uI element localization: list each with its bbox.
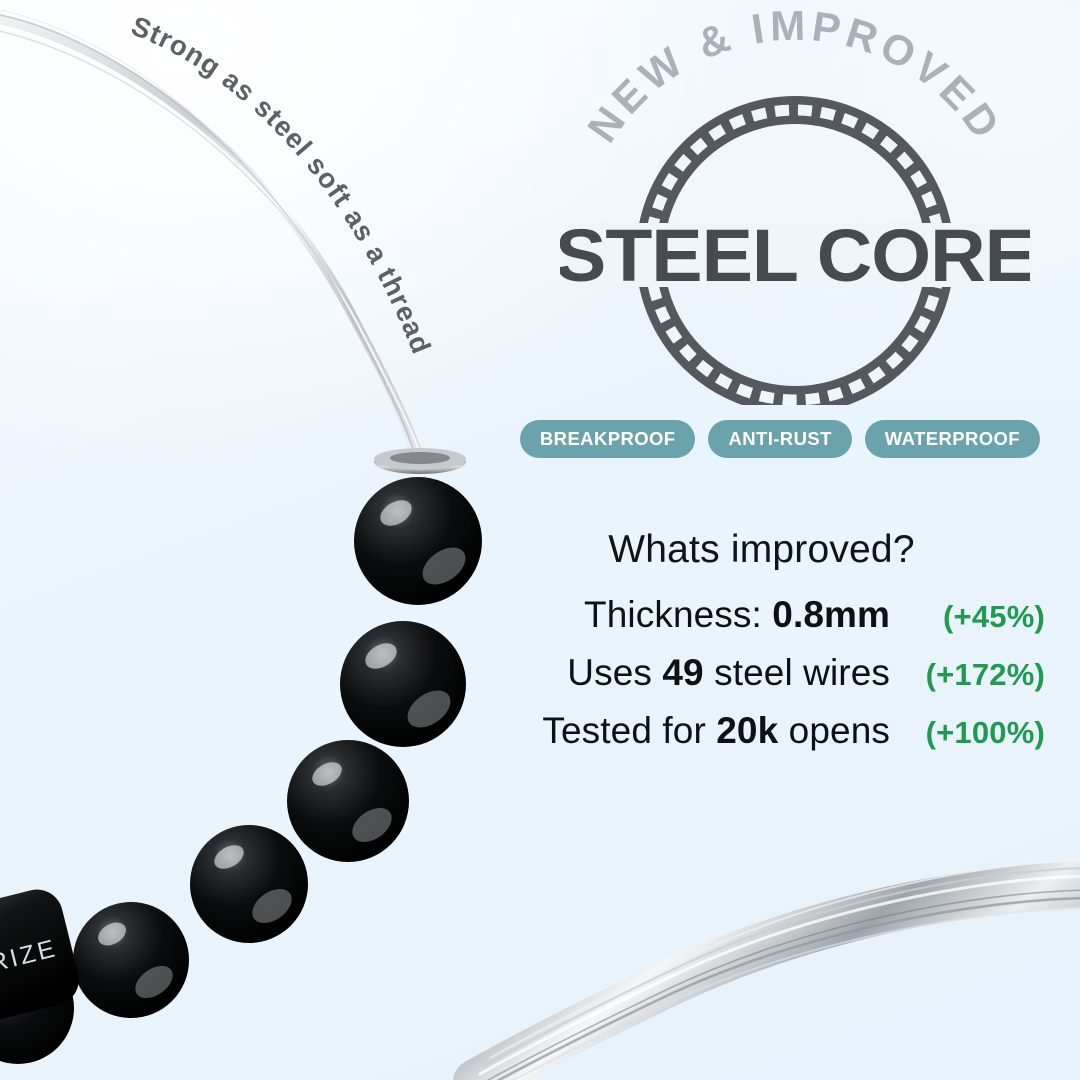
specs-block: Whats improved? Thickness: 0.8mm (+45%) … bbox=[500, 528, 1045, 768]
steel-cable-bundle bbox=[453, 859, 1080, 1080]
clasp-brand-text: RIZE bbox=[0, 934, 60, 978]
tagline-curved-text: Strong as steel soft as a thread bbox=[127, 10, 436, 359]
badge-wordmark: STEEL CORE bbox=[560, 214, 1030, 296]
spec-suffix: opens bbox=[778, 710, 890, 751]
clasp bbox=[0, 889, 79, 1025]
spec-percent-opens: (+100%) bbox=[925, 715, 1045, 750]
spec-row-thickness: Thickness: 0.8mm (+45%) bbox=[500, 594, 1045, 636]
spec-prefix: Tested for bbox=[542, 710, 717, 751]
spec-label-wires: Uses 49 steel wires bbox=[567, 652, 890, 694]
steel-core-badge: NEW & IMPROVED STEEL CORE bbox=[560, 5, 1030, 405]
specs-heading: Whats improved? bbox=[608, 528, 915, 571]
spec-value: 0.8mm bbox=[772, 594, 890, 635]
spec-prefix: Uses bbox=[567, 652, 663, 693]
spec-label-opens: Tested for 20k opens bbox=[542, 710, 890, 752]
feature-pill-waterproof[interactable]: WATERPROOF bbox=[864, 420, 1040, 458]
feature-pill-breakproof[interactable]: BREAKPROOF bbox=[519, 420, 696, 458]
feature-pill-anti-rust[interactable]: ANTI-RUST bbox=[708, 420, 852, 458]
spec-percent-thickness: (+45%) bbox=[943, 599, 1045, 634]
spec-value: 49 bbox=[662, 652, 704, 693]
spec-row-wires: Uses 49 steel wires (+172%) bbox=[500, 652, 1045, 694]
feature-pill-row: BREAKPROOF ANTI-RUST WATERPROOF bbox=[519, 420, 1040, 458]
spec-row-opens: Tested for 20k opens (+100%) bbox=[500, 710, 1045, 752]
svg-text:STEEL CORE: STEEL CORE bbox=[560, 214, 1030, 296]
spec-label-thickness: Thickness: 0.8mm bbox=[584, 594, 890, 636]
bead-strand bbox=[0, 448, 482, 1064]
spec-percent-wires: (+172%) bbox=[925, 657, 1045, 692]
spec-value: 20k bbox=[716, 710, 779, 751]
spec-prefix: Thickness: bbox=[584, 594, 773, 635]
spec-suffix: steel wires bbox=[703, 652, 890, 693]
